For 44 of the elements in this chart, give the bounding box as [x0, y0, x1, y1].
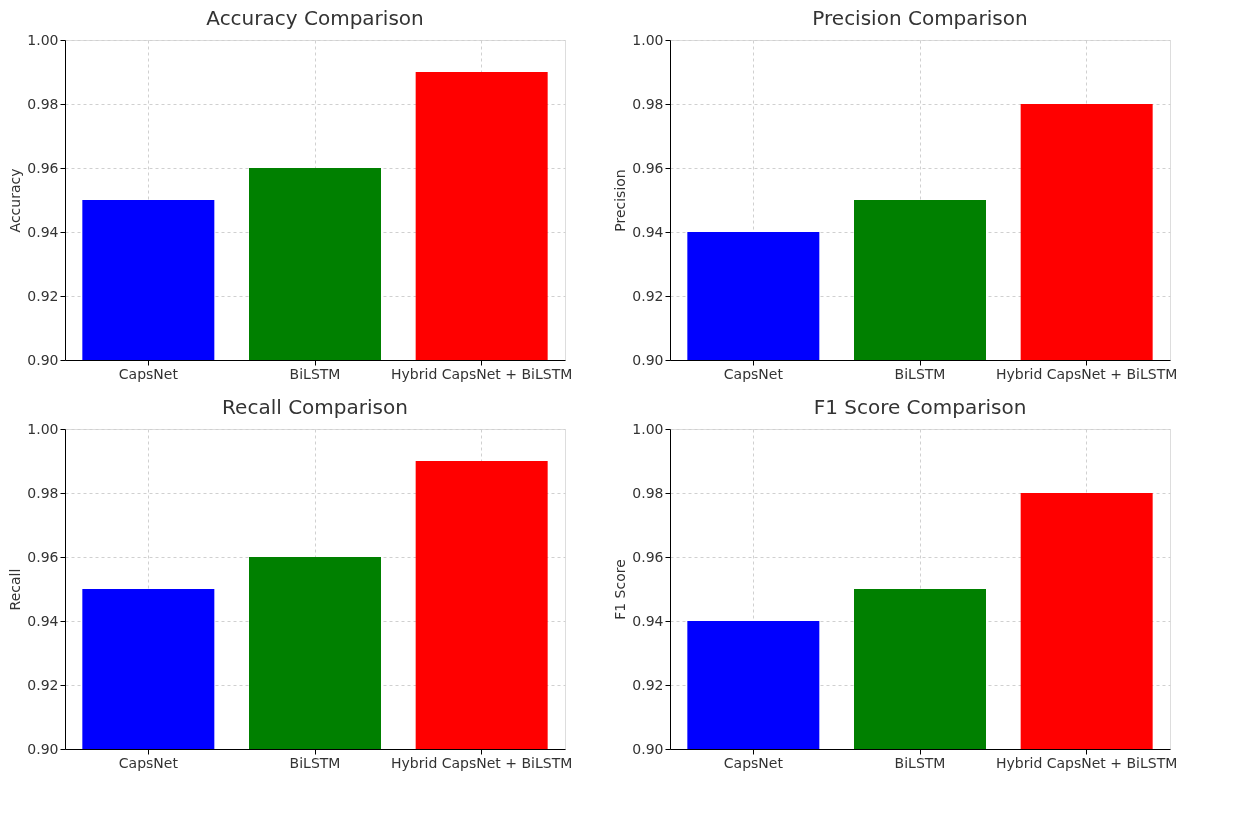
y-tick-label: 0.96	[27, 159, 59, 176]
x-tick-label: BiLSTM	[894, 365, 946, 382]
y-axis-title: Accuracy	[7, 168, 24, 233]
y-tick-label: 1.00	[27, 420, 59, 437]
x-tick-label: Hybrid CapsNet + BiLSTM	[996, 754, 1178, 771]
y-tick-label: 0.92	[632, 287, 664, 304]
chart-title: Precision Comparison	[812, 6, 1028, 30]
x-tick-label: Hybrid CapsNet + BiLSTM	[391, 365, 573, 382]
y-tick-label: 0.94	[27, 612, 59, 629]
y-tick-label: 0.90	[27, 351, 59, 368]
y-tick-label: 0.94	[632, 223, 664, 240]
y-tick-label: 0.96	[632, 548, 664, 565]
y-tick-label: 0.98	[632, 95, 664, 112]
y-tick-label: 0.94	[632, 612, 664, 629]
y-tick-label: 1.00	[632, 31, 664, 48]
y-tick-label: 0.98	[632, 484, 664, 501]
y-tick-label: 0.90	[632, 351, 664, 368]
x-tick-label: CapsNet	[723, 754, 784, 771]
x-tick-label: CapsNet	[723, 365, 784, 382]
y-tick-label: 0.92	[27, 676, 59, 693]
y-tick-label: 0.94	[27, 223, 59, 240]
y-tick-label: 0.96	[632, 159, 664, 176]
x-tick-label: CapsNet	[118, 754, 179, 771]
chart-title: Accuracy Comparison	[206, 6, 424, 30]
chart-title: Recall Comparison	[222, 395, 408, 419]
x-tick-label: CapsNet	[118, 365, 179, 382]
y-tick-label: 0.92	[632, 676, 664, 693]
y-axis-title: Recall	[7, 568, 24, 611]
y-tick-label: 1.00	[27, 31, 59, 48]
x-tick-label: Hybrid CapsNet + BiLSTM	[391, 754, 573, 771]
y-tick-label: 1.00	[632, 420, 664, 437]
x-tick-label: BiLSTM	[289, 754, 341, 771]
y-axis-title: Precision	[612, 169, 629, 232]
x-tick-label: BiLSTM	[289, 365, 341, 382]
x-tick-label: BiLSTM	[894, 754, 946, 771]
y-tick-label: 0.98	[27, 484, 59, 501]
y-tick-label: 0.98	[27, 95, 59, 112]
y-tick-label: 0.90	[27, 740, 59, 757]
chart-title: F1 Score Comparison	[813, 395, 1027, 419]
x-tick-label: Hybrid CapsNet + BiLSTM	[996, 365, 1178, 382]
y-tick-label: 0.96	[27, 548, 59, 565]
y-axis-title: F1 Score	[612, 559, 629, 620]
y-tick-label: 0.92	[27, 287, 59, 304]
y-tick-label: 0.90	[632, 740, 664, 757]
